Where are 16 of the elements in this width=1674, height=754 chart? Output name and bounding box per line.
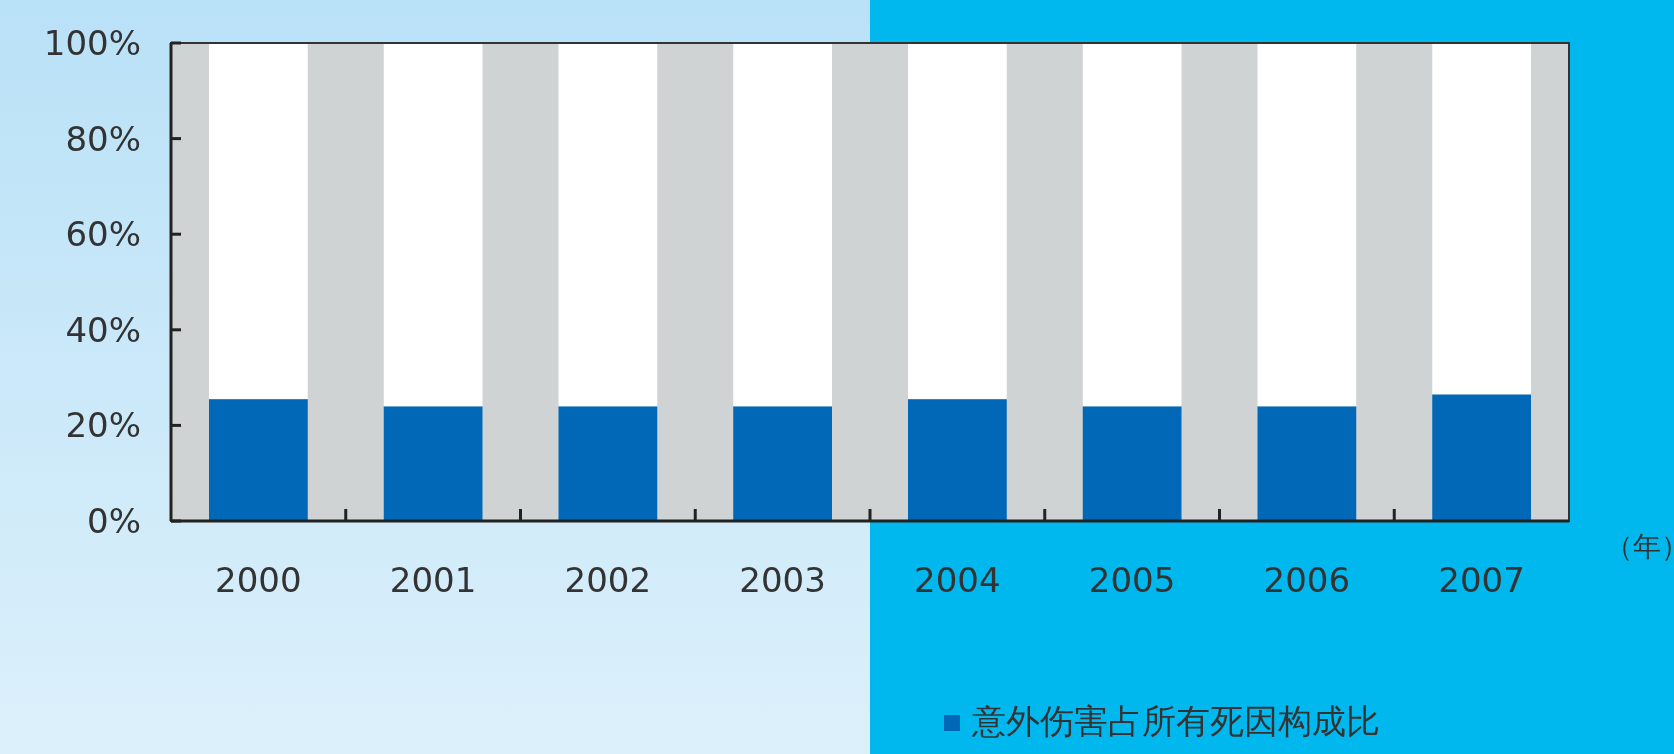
y-tick-label: 60% [65, 214, 141, 255]
x-tick-label: 2005 [1088, 560, 1176, 600]
y-tick-label: 0% [87, 501, 141, 541]
y-tick-label: 80% [65, 118, 141, 159]
x-tick-label: 2006 [1263, 560, 1351, 600]
x-tick-label: 2002 [564, 560, 652, 600]
x-tick-label: 2001 [389, 560, 477, 600]
y-tick-label: 20% [65, 405, 141, 446]
y-tick-label: 100% [43, 23, 141, 63]
x-tick-label: 2007 [1438, 560, 1525, 600]
x-tick-label: 2004 [914, 560, 1001, 600]
x-axis-title: （年） [1605, 530, 1674, 563]
x-tick-label: 2000 [215, 560, 302, 600]
y-tick-label: 40% [65, 309, 141, 350]
x-tick-label: 2003 [739, 560, 826, 600]
legend: 意外伤害占所有死因构成比 [944, 701, 1380, 741]
